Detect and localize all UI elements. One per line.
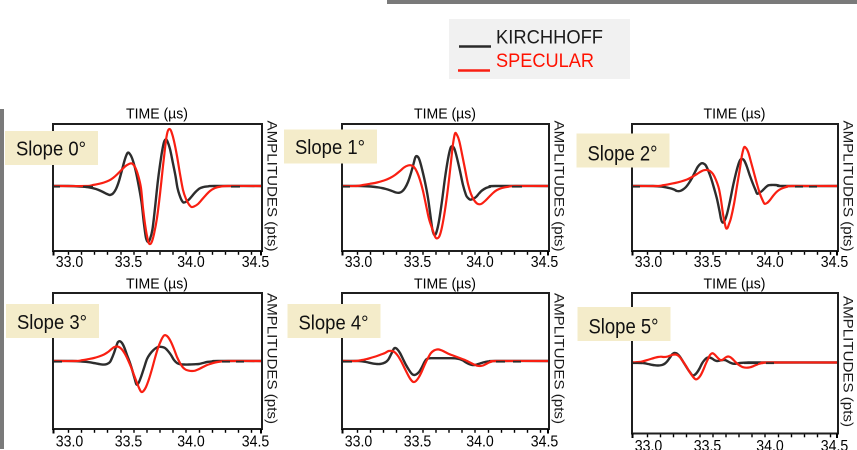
svg-text:34.0: 34.0 — [177, 434, 205, 450]
svg-text:33.5: 33.5 — [404, 434, 432, 450]
svg-text:33.5: 33.5 — [115, 254, 143, 271]
svg-text:33.0: 33.0 — [56, 254, 84, 271]
svg-text:34.5: 34.5 — [531, 254, 559, 271]
svg-text:34.5: 34.5 — [821, 438, 849, 450]
svg-text:TIME (µs): TIME (µs) — [414, 276, 476, 293]
svg-text:Slope 3°: Slope 3° — [17, 312, 87, 334]
svg-text:AMPLITUDES (pts): AMPLITUDES (pts) — [840, 296, 855, 427]
svg-text:SPECULAR: SPECULAR — [496, 51, 594, 72]
svg-text:Slope 5°: Slope 5° — [589, 315, 659, 339]
svg-text:AMPLITUDES (pts): AMPLITUDES (pts) — [551, 121, 566, 252]
svg-text:TIME (µs): TIME (µs) — [704, 106, 766, 123]
svg-text:34.0: 34.0 — [756, 438, 784, 450]
svg-text:33.0: 33.0 — [56, 434, 84, 450]
svg-text:34.0: 34.0 — [466, 254, 494, 271]
svg-text:TIME (µs): TIME (µs) — [704, 276, 766, 293]
svg-text:33.0: 33.0 — [635, 438, 663, 450]
svg-text:TIME (µs): TIME (µs) — [126, 106, 188, 123]
svg-text:AMPLITUDES (pts): AMPLITUDES (pts) — [840, 121, 855, 252]
svg-text:33.0: 33.0 — [635, 254, 663, 271]
svg-text:Slope 1°: Slope 1° — [295, 137, 365, 159]
svg-text:34.5: 34.5 — [242, 434, 270, 450]
svg-text:33.5: 33.5 — [694, 254, 722, 271]
svg-text:33.0: 33.0 — [345, 254, 373, 271]
svg-text:AMPLITUDES (pts): AMPLITUDES (pts) — [551, 293, 566, 424]
svg-text:34.5: 34.5 — [531, 434, 559, 450]
svg-text:34.0: 34.0 — [756, 254, 784, 271]
svg-text:34.0: 34.0 — [466, 434, 494, 450]
svg-text:Slope 2°: Slope 2° — [588, 142, 658, 166]
svg-text:TIME (µs): TIME (µs) — [414, 106, 476, 123]
svg-text:AMPLITUDES (pts): AMPLITUDES (pts) — [264, 121, 279, 252]
svg-text:34.5: 34.5 — [821, 254, 849, 271]
svg-text:Slope 0°: Slope 0° — [16, 139, 86, 161]
svg-text:33.5: 33.5 — [115, 434, 143, 450]
svg-text:AMPLITUDES (pts): AMPLITUDES (pts) — [264, 293, 279, 424]
svg-text:33.5: 33.5 — [404, 254, 432, 271]
svg-text:TIME (µs): TIME (µs) — [126, 276, 188, 293]
svg-text:33.5: 33.5 — [694, 438, 722, 450]
svg-text:34.0: 34.0 — [177, 254, 205, 271]
svg-text:33.0: 33.0 — [345, 434, 373, 450]
svg-text:34.5: 34.5 — [242, 254, 270, 271]
svg-text:KIRCHHOFF: KIRCHHOFF — [496, 28, 603, 49]
svg-text:Slope 4°: Slope 4° — [299, 313, 369, 335]
